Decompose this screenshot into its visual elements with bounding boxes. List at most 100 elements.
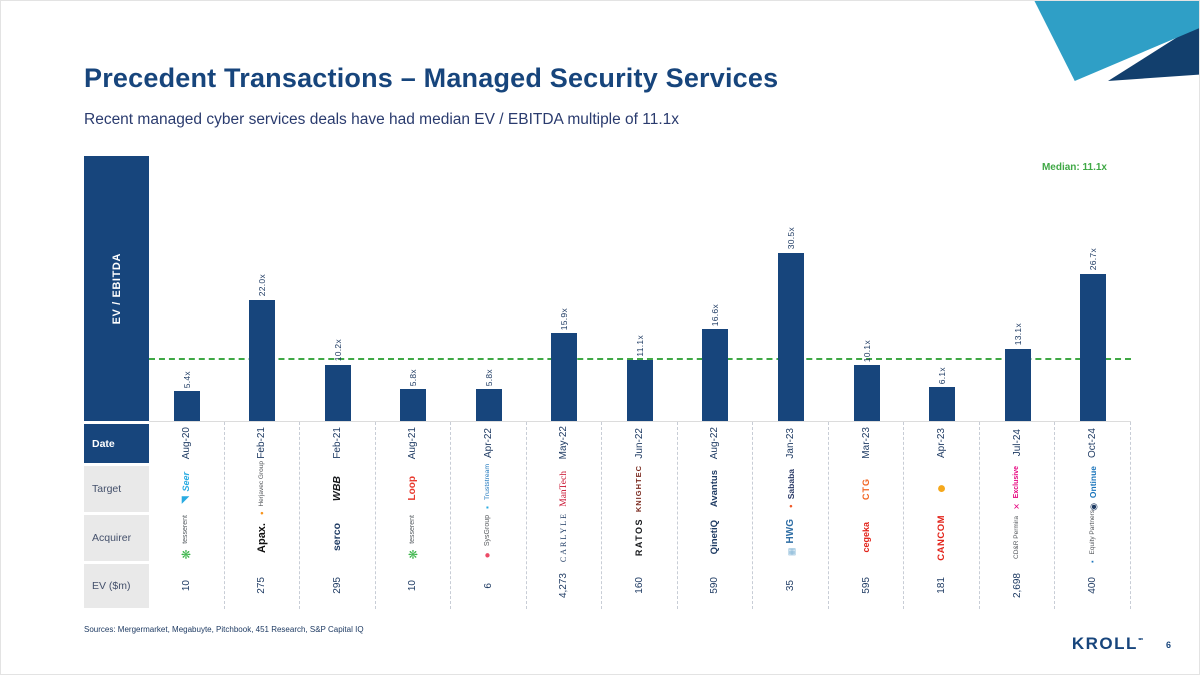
ev-value: 2,698 — [1011, 572, 1023, 599]
acquirer-logo: ❋ tesserent — [405, 515, 421, 561]
target-logo: CTG — [858, 478, 874, 500]
date-value: Jul-24 — [1011, 429, 1023, 457]
bar — [400, 389, 427, 421]
target-logo: KNIGHTEC — [631, 465, 647, 512]
table-column: Aug-21 Loop ❋ tesserent 10 — [374, 422, 451, 609]
target-logo-text: ManTech — [558, 470, 569, 507]
ev-cell: 181 — [904, 562, 979, 609]
median-label: Median: 11.1x — [1041, 162, 1107, 173]
ev-cell: 6 — [451, 562, 526, 609]
bar-value-label: 30.5x — [786, 227, 797, 250]
kroll-wordmark: KROLL — [1071, 634, 1138, 653]
target-logo-text: WBB — [331, 475, 344, 502]
acquirer-cell: ❋ tesserent — [149, 513, 224, 562]
leaf-logo-icon: ❋ — [179, 546, 194, 561]
date-cell: Jan-23 — [753, 422, 828, 464]
chart-column: 13.1x — [980, 156, 1056, 421]
acquirer-logo-text: RATOS — [634, 518, 645, 557]
swoosh-logo-icon: ◢ — [180, 494, 192, 506]
ev-cell: 4,273 — [527, 562, 602, 609]
ev-value: 10 — [180, 579, 192, 592]
trademark-mark: ℠ — [1137, 638, 1144, 645]
bar-value-label: 10.2x — [332, 339, 343, 362]
acquirer-logo-text: SysGroup — [484, 514, 492, 546]
date-value: Mar-23 — [860, 427, 872, 459]
bar — [324, 364, 351, 421]
table-column: Feb-21 WBB serco 295 — [299, 422, 375, 609]
corner-ribbon — [1024, 1, 1199, 81]
bar-value-label: 10.1x — [861, 339, 872, 363]
row-label-target: Target — [84, 466, 149, 512]
chart-column: 10.2x — [300, 156, 376, 421]
acquirer-logo: Apax. — [254, 523, 270, 553]
ev-value: 6 — [482, 582, 494, 589]
acquirer-cell: serco — [300, 513, 375, 562]
acquirer-logo-text: HWG — [784, 518, 796, 544]
acquirer-logo: CANCOM — [934, 515, 950, 561]
chart-column: 6.1x — [904, 156, 980, 421]
acquirer-logo: ▪ Equity Partners — [1085, 510, 1101, 565]
target-logo: ● Sababa — [783, 469, 799, 508]
target-cell: ◢ Seer — [149, 464, 224, 513]
target-cell: KNIGHTEC — [602, 464, 677, 513]
ev-value: 275 — [256, 577, 268, 594]
date-cell: Jun-22 — [602, 422, 677, 464]
bar — [702, 329, 729, 421]
target-cell: ● Sababa — [753, 464, 828, 513]
sources-note: Sources: Mergermarket, Megabuyte, Pitchb… — [84, 625, 364, 634]
table-column: Feb-21 ● Herjavec Group Apax. 275 — [223, 422, 300, 609]
date-cell: Mar-23 — [829, 422, 904, 464]
target-logo-text: KNIGHTEC — [634, 464, 644, 513]
acquirer-logo-text: cegeka — [861, 522, 872, 553]
acquirer-logo: CARLYLE — [556, 512, 572, 562]
date-cell: Feb-21 — [300, 422, 375, 464]
target-logo: ● — [933, 480, 950, 497]
bar-value-label: 6.1x — [937, 367, 948, 385]
date-value: Feb-21 — [256, 427, 268, 459]
bar — [778, 252, 805, 421]
acquirer-cell: ❋ tesserent — [376, 513, 451, 562]
chart-column: 10.1x — [829, 156, 905, 421]
acquirer-cell: CD&R Permira — [980, 513, 1055, 562]
acquirer-logo-text: Apax. — [255, 522, 268, 553]
chart-column: 5.8x — [376, 156, 452, 421]
y-axis-label-box: EV / EBITDA — [84, 156, 149, 421]
table-column: Aug-20 ◢ Seer ❋ tesserent 10 — [149, 422, 224, 609]
bar-value-label: 5.4x — [181, 370, 192, 389]
circle-logo-icon: ● — [482, 549, 494, 561]
kroll-logo: KROLL℠ — [1072, 634, 1144, 654]
date-value: Aug-21 — [407, 426, 419, 460]
acquirer-logo: QinetiQ — [707, 520, 723, 554]
target-cell: WBB — [300, 464, 375, 513]
ev-value: 590 — [709, 577, 721, 594]
row-label-date: Date — [84, 424, 149, 463]
row-label-acquirer: Acquirer — [84, 515, 149, 561]
leaf-logo-icon: ❋ — [405, 546, 420, 561]
date-value: Jun-22 — [633, 427, 645, 459]
ev-value: 160 — [633, 577, 645, 594]
dot-logo-icon: ● — [258, 509, 265, 516]
target-logo-text: Loop — [406, 476, 418, 501]
chart-column: 26.7x — [1055, 156, 1131, 421]
acquirer-logo-text: tesserent — [182, 514, 190, 544]
ev-cell: 590 — [678, 562, 753, 609]
target-logo-text: Avantus — [708, 469, 720, 508]
ev-value: 10 — [407, 579, 419, 592]
date-cell: Feb-21 — [225, 422, 300, 464]
bar — [853, 365, 880, 421]
ev-cell: 275 — [225, 562, 300, 609]
chart-column: 5.4x — [149, 156, 225, 421]
target-logo: ● Herjavec Group — [254, 461, 270, 516]
chart-column: 16.6x — [678, 156, 754, 421]
acquirer-logo: RATOS — [631, 518, 647, 556]
acquirer-logo: cegeka — [858, 522, 874, 553]
chart-and-table: EV / EBITDA Date Target Acquirer EV ($m)… — [84, 156, 1131, 609]
target-cell: CTG — [829, 464, 904, 513]
acquirer-cell: ● SysGroup — [451, 513, 526, 562]
ev-cell: 295 — [300, 562, 375, 609]
table-column: Mar-23 CTG cegeka 595 — [827, 422, 904, 609]
date-value: Apr-23 — [936, 427, 948, 458]
date-cell: Jul-24 — [980, 422, 1055, 464]
date-cell: Aug-20 — [149, 422, 224, 464]
acquirer-logo-text: CD&R Permira — [1013, 516, 1021, 559]
